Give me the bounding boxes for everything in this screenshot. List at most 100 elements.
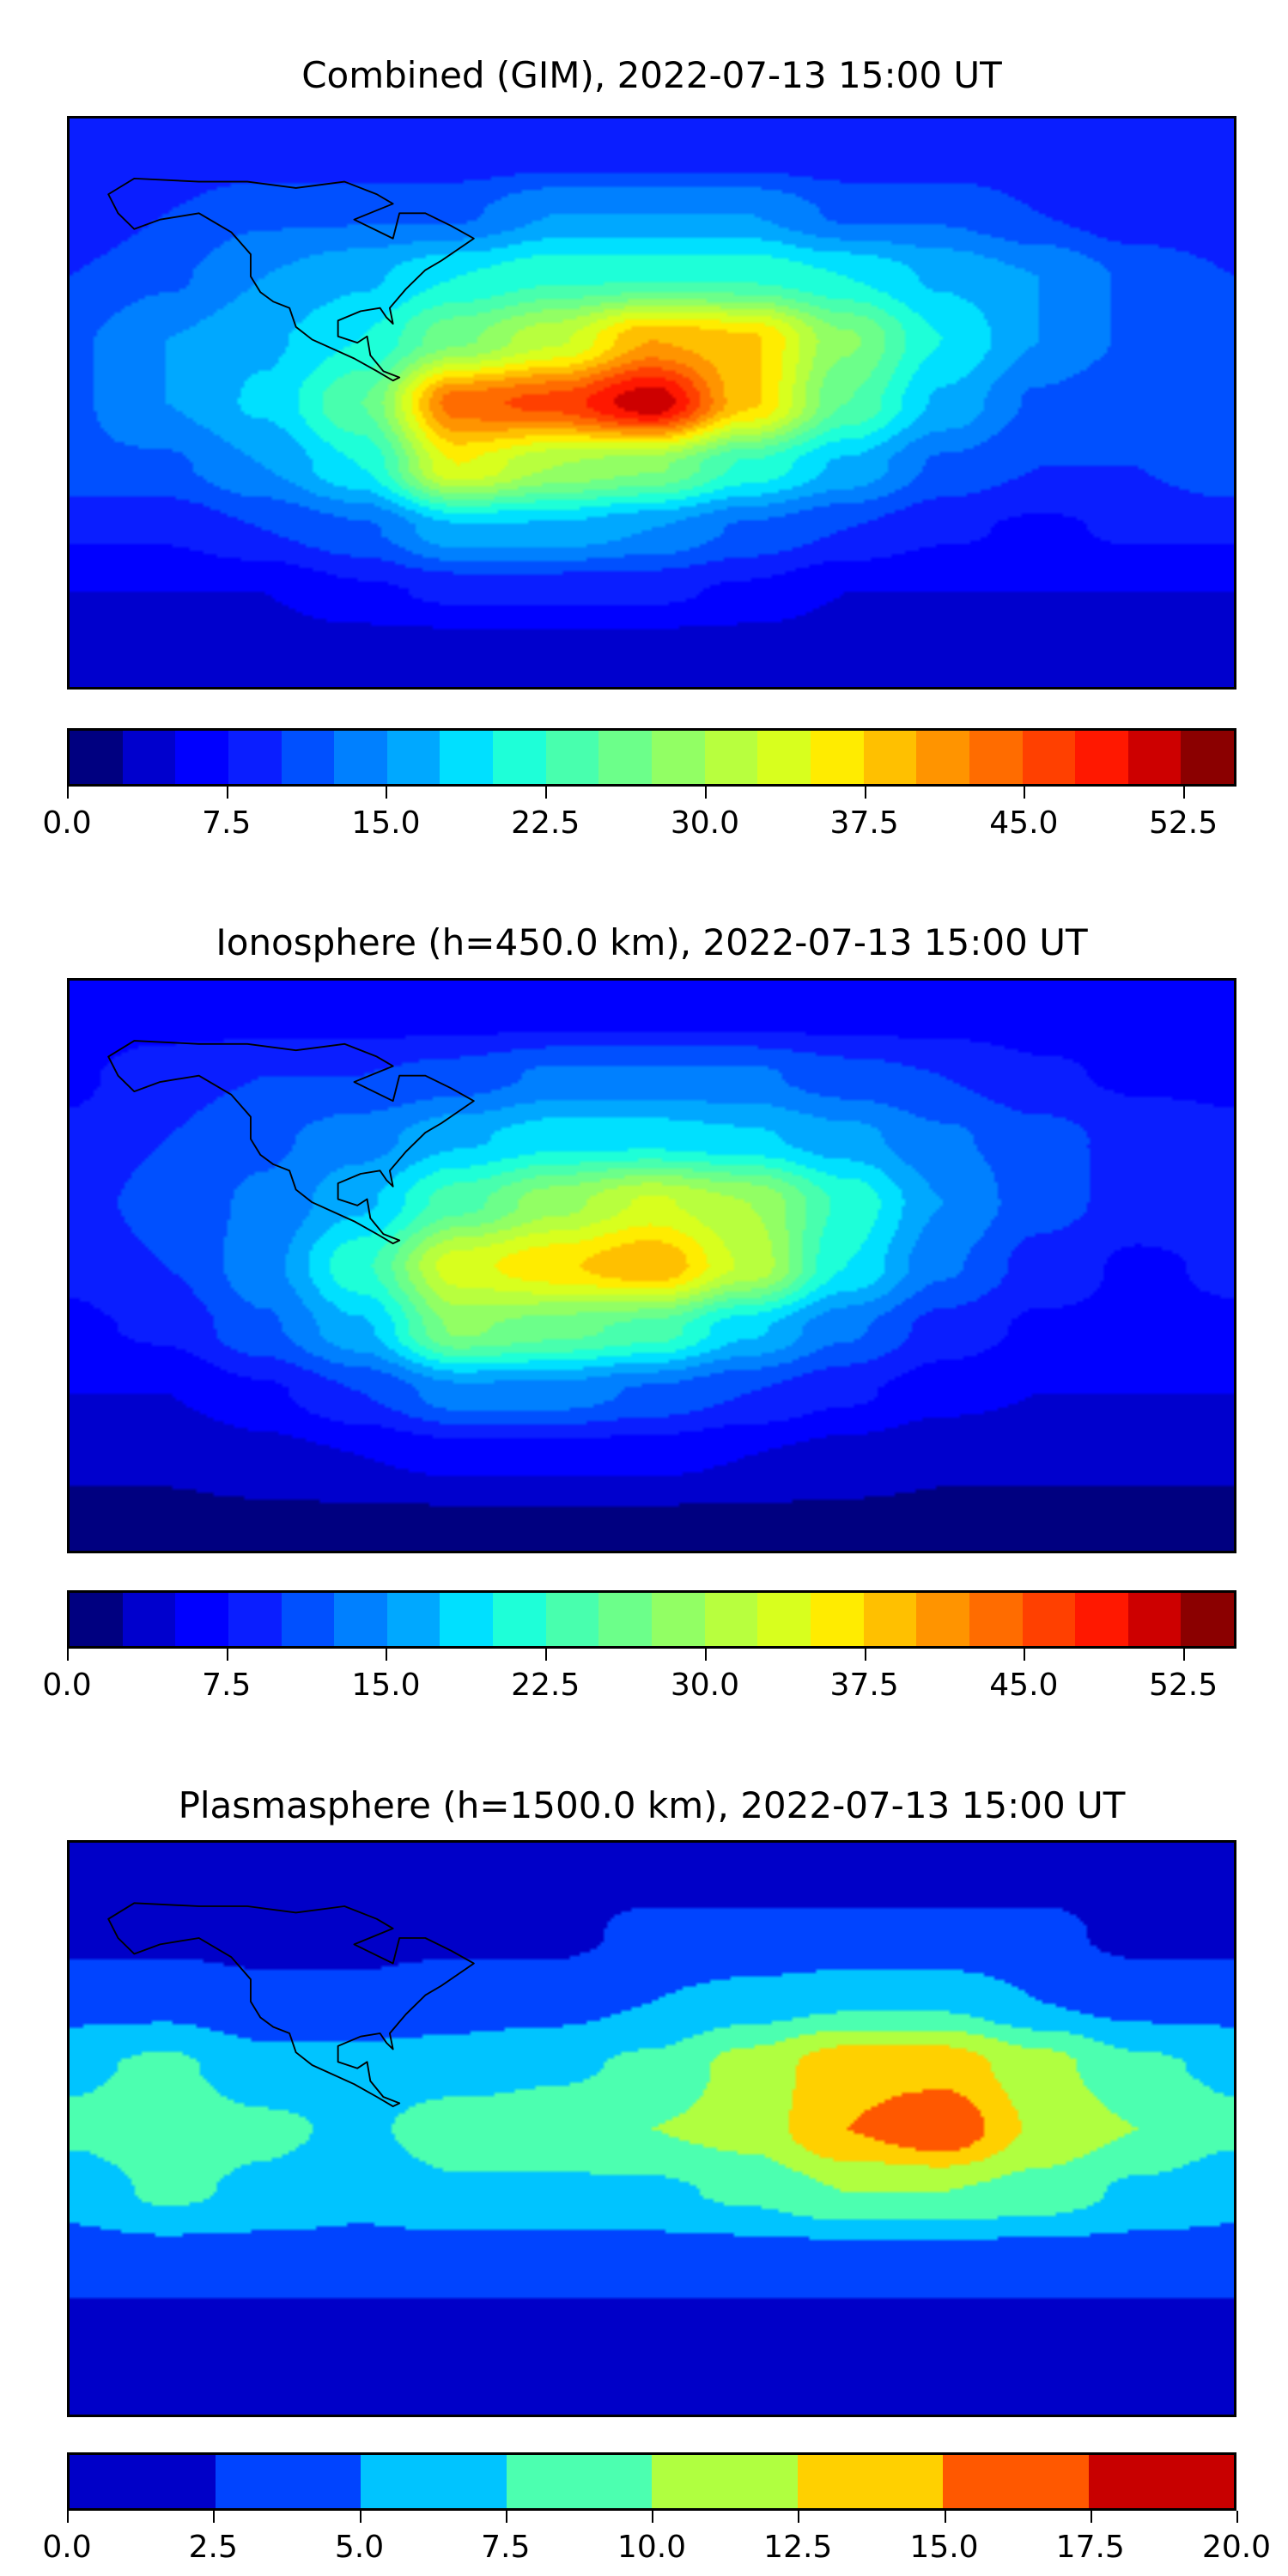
colorbar-tick (67, 787, 69, 799)
colorbar-swatch (493, 731, 546, 784)
colorbar-swatch (797, 2455, 943, 2508)
colorbar-tick (704, 1649, 707, 1661)
colorbar-swatch (175, 731, 228, 784)
colorbar-swatch (122, 1593, 176, 1646)
colorbar-tick-label: 2.5 (188, 2530, 238, 2565)
heatmap-combined (70, 118, 1234, 687)
colorbar-tick-label: 52.5 (1149, 805, 1218, 841)
colorbar-swatch (1181, 731, 1235, 784)
colorbar-swatch (334, 1593, 387, 1646)
colorbar-tick-label: 5.0 (334, 2530, 385, 2565)
colorbar-tick-label: 0.0 (42, 805, 92, 841)
colorbar-swatch (757, 1593, 811, 1646)
colorbar-swatch (969, 731, 1023, 784)
colorbar-swatch (361, 2455, 507, 2508)
colorbar-tick (359, 2511, 361, 2523)
colorbar-swatch (1075, 1593, 1128, 1646)
colorbar-tick-label: 30.0 (670, 805, 739, 841)
colorbar-tick-label: 22.5 (511, 805, 580, 841)
colorbar-tick (704, 787, 707, 799)
colorbar-swatch (70, 731, 123, 784)
colorbar-tick-label: 20.0 (1201, 2530, 1272, 2565)
colorbar-swatch (1127, 1593, 1182, 1646)
colorbar-swatch (281, 731, 335, 784)
colorbar-swatch (598, 1593, 653, 1646)
colorbar-tick-label: 37.5 (829, 805, 899, 841)
colorbar-swatch (1088, 2455, 1234, 2508)
colorbar-tick (1183, 787, 1186, 799)
map-panel-ionosphere (67, 978, 1236, 1553)
colorbar-combined (67, 728, 1236, 787)
colorbar-swatch (386, 1593, 440, 1646)
colorbar-swatch (1127, 731, 1182, 784)
colorbar-tick (545, 787, 548, 799)
colorbar-tick-label: 45.0 (989, 1668, 1059, 1703)
colorbar-tick (864, 787, 866, 799)
colorbar-swatch (175, 1593, 228, 1646)
chart-title-plasmasphere: Plasmasphere (h=1500.0 km), 2022-07-13 1… (178, 1784, 1126, 1826)
colorbar-swatch (757, 731, 811, 784)
coastlines-ionosphere (107, 1040, 475, 1245)
heatmap-plasmasphere (70, 1843, 1234, 2415)
coastlines-combined (107, 177, 475, 382)
map-panel-combined (67, 116, 1236, 690)
heatmap-ionosphere (70, 981, 1234, 1551)
colorbar-tick-label: 7.5 (202, 805, 252, 841)
colorbar-tick-label: 15.0 (351, 1668, 421, 1703)
chart-title-combined: Combined (GIM), 2022-07-13 15:00 UT (301, 54, 1002, 96)
colorbar-swatch (1022, 731, 1076, 784)
colorbar-tick (1090, 2511, 1092, 2523)
colorbar-tick (505, 2511, 507, 2523)
map-panel-plasmasphere (67, 1840, 1236, 2417)
coastline-north-america (107, 1902, 475, 2108)
colorbar-tick-label: 45.0 (989, 805, 1059, 841)
colorbar-tick-label: 17.5 (1055, 2530, 1125, 2565)
colorbar-swatch (70, 1593, 123, 1646)
colorbar-swatch (228, 1593, 282, 1646)
colorbar-tick (67, 1649, 69, 1661)
colorbar-tick-label: 15.0 (909, 2530, 979, 2565)
colorbar-tick (864, 1649, 866, 1661)
colorbar-tick-label: 7.5 (202, 1668, 252, 1703)
colorbar-swatch (1075, 731, 1128, 784)
colorbar-swatch (440, 731, 494, 784)
colorbar-swatch (863, 731, 917, 784)
colorbar-tick (226, 1649, 228, 1661)
colorbar-swatch (122, 731, 176, 784)
colorbar-swatch (228, 731, 282, 784)
colorbar-tick (386, 787, 388, 799)
colorbar-tick (1024, 1649, 1026, 1661)
colorbar-ionosphere (67, 1590, 1236, 1649)
colorbar-swatch (652, 1593, 705, 1646)
colorbar-swatch (386, 731, 440, 784)
colorbar-swatch (545, 731, 599, 784)
colorbar-tick (213, 2511, 216, 2523)
colorbar-plasmasphere (67, 2452, 1236, 2511)
colorbar-tick (386, 1649, 388, 1661)
colorbar-swatch (1181, 1593, 1235, 1646)
colorbar-tick-label: 10.0 (617, 2530, 687, 2565)
colorbar-tick-label: 22.5 (511, 1668, 580, 1703)
colorbar-ticks-combined: 0.0 7.5 15.0 22.5 30.0 37.5 45.0 52.5 (42, 787, 1236, 841)
chart-title-ionosphere: Ionosphere (h=450.0 km), 2022-07-13 15:0… (216, 921, 1088, 963)
colorbar-tick (1183, 1649, 1186, 1661)
colorbar-tick (545, 1649, 548, 1661)
colorbar-tick (1236, 2511, 1238, 2523)
colorbar-tick (226, 787, 228, 799)
colorbar-swatch (493, 1593, 546, 1646)
colorbar-swatch (916, 1593, 969, 1646)
colorbar-tick-label: 15.0 (351, 805, 421, 841)
colorbar-ticks-plasmasphere: 0.0 2.5 5.0 7.5 10.0 12.5 15.0 17.5 20.0 (42, 2511, 1271, 2565)
colorbar-tick (798, 2511, 800, 2523)
colorbar-swatch (440, 1593, 494, 1646)
colorbar-tick-label: 52.5 (1149, 1668, 1218, 1703)
colorbar-swatch (810, 731, 864, 784)
colorbar-swatch (652, 731, 705, 784)
colorbar-ticks-ionosphere: 0.0 7.5 15.0 22.5 30.0 37.5 45.0 52.5 (42, 1649, 1236, 1703)
colorbar-tick (67, 2511, 69, 2523)
colorbar-swatch (863, 1593, 917, 1646)
colorbar-swatch (545, 1593, 599, 1646)
colorbar-swatch (943, 2455, 1089, 2508)
colorbar-tick-label: 37.5 (829, 1668, 899, 1703)
colorbar-swatch (598, 731, 653, 784)
